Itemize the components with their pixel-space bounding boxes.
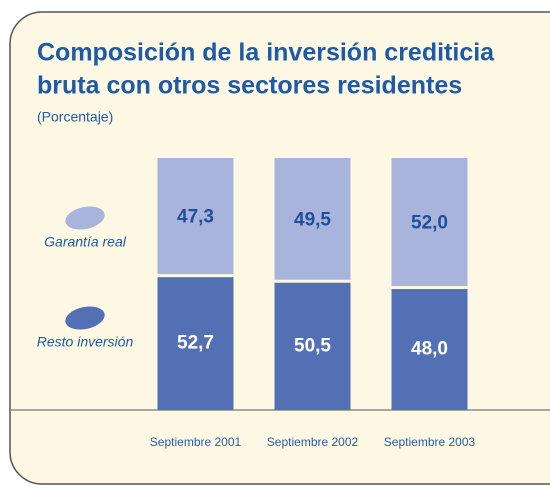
legend-swatch <box>65 306 105 330</box>
chart-title: Composición de la inversión crediticia <box>37 39 495 67</box>
value-label: 50,5 <box>294 335 331 356</box>
x-tick-label: Septiembre 2002 <box>267 435 359 449</box>
legend-label: Resto inversión <box>37 334 134 350</box>
value-label: 47,3 <box>177 207 214 228</box>
x-tick-label: Septiembre 2001 <box>150 435 242 449</box>
value-label: 52,7 <box>177 333 214 354</box>
bar-segment <box>157 277 234 410</box>
x-tick-label: Septiembre 2003 <box>384 435 476 449</box>
bar-segment <box>157 158 234 275</box>
value-label: 48,0 <box>411 339 448 360</box>
chart-title: bruta con otros sectores residentes <box>37 72 462 100</box>
bar-segment <box>274 158 351 280</box>
bar-segment <box>391 158 468 287</box>
bar-segment <box>391 289 468 410</box>
value-label: 52,0 <box>411 213 448 234</box>
bar-segment <box>274 282 351 410</box>
chart-subtitle: (Porcentaje) <box>37 109 113 125</box>
value-label: 49,5 <box>294 209 331 230</box>
legend-label: Garantía real <box>44 234 127 250</box>
legend-swatch <box>65 206 105 230</box>
